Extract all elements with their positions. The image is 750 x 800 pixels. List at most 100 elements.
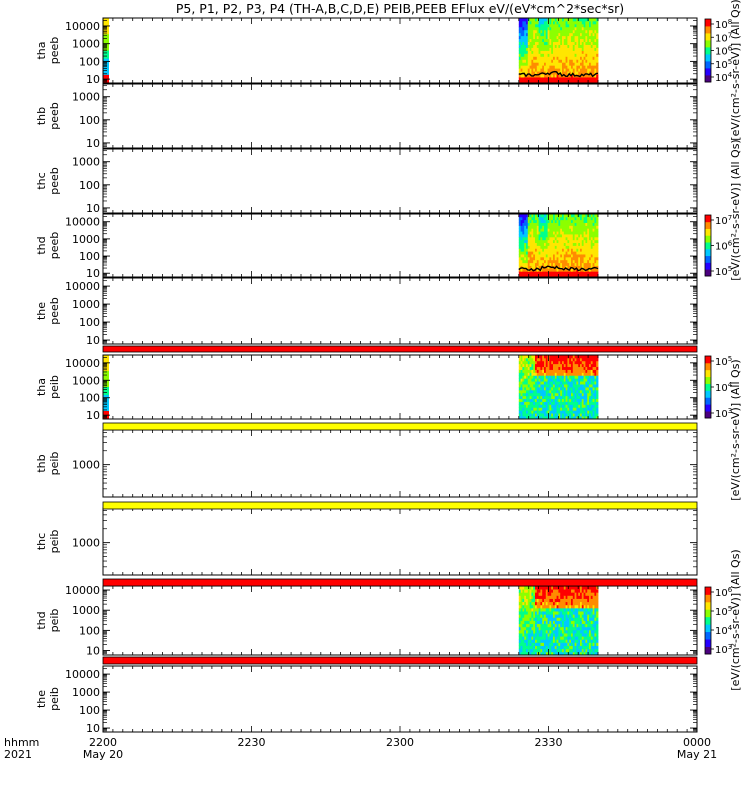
spectrogram-cell (567, 626, 570, 631)
spectrogram-cell (560, 607, 563, 612)
spectrogram-cell (553, 274, 556, 278)
spectrogram-cell (596, 239, 599, 244)
spectrogram-cell (571, 251, 574, 255)
spectrogram-cell (554, 262, 557, 266)
spectrogram-cell (572, 366, 575, 370)
spectrogram-cell (527, 366, 530, 370)
spectrogram-cell (572, 259, 575, 264)
spectrogram-cell (535, 617, 538, 621)
spectrogram-cell (545, 589, 548, 593)
spectrogram-cell (538, 265, 541, 269)
spectrogram-cell (536, 32, 539, 37)
spectrogram-cell (581, 248, 584, 252)
spectrogram-cell (567, 407, 570, 411)
spectrogram-cell (526, 636, 529, 640)
spectrogram-cell (520, 357, 523, 362)
spectrogram-cell (596, 245, 599, 249)
spectrogram-cell (540, 74, 543, 78)
y-tick-label: 1000 (72, 459, 100, 472)
spectrogram-cell (558, 363, 561, 368)
spectrogram-cell (522, 620, 525, 625)
spectrogram-cell (565, 623, 568, 628)
spectrogram-cell (540, 214, 543, 218)
spectrogram-cell (544, 68, 547, 72)
spectrogram-cell (571, 355, 574, 359)
spectrogram-cell (553, 398, 556, 402)
spectrogram-cell (527, 242, 530, 246)
spectrogram-cell (571, 378, 574, 382)
spectrogram-cell (540, 629, 543, 634)
spectrogram-cell (524, 231, 527, 235)
spectrogram-cell (542, 375, 545, 379)
spectrogram-cell (536, 372, 539, 376)
spectrogram-cell (594, 20, 597, 25)
spectrogram-cell (565, 268, 568, 272)
spectrogram-cell (583, 29, 586, 34)
spectrogram-cell (560, 214, 563, 218)
spectrogram-cell (576, 29, 579, 34)
spectrogram-cell (529, 407, 532, 411)
spectrogram-cell (518, 372, 521, 376)
spectrogram-cell (587, 413, 590, 417)
spectrogram-cell (565, 369, 568, 373)
spectrogram-cell (547, 607, 550, 612)
spectrogram-cell (531, 357, 534, 362)
spectrogram-cell (549, 80, 552, 84)
spectrogram-cell (560, 384, 563, 388)
spectrogram-cell (551, 47, 554, 51)
spectrogram-cell (542, 271, 545, 275)
spectrogram-cell (535, 404, 538, 408)
spectrogram-cell (553, 611, 556, 615)
spectrogram-cell (518, 35, 521, 40)
spectrogram-cell (535, 245, 538, 249)
spectrogram-cell (592, 404, 595, 408)
spectrogram-cell (520, 262, 523, 266)
spectrogram-cell (596, 389, 599, 394)
spectrogram-cell (551, 29, 554, 34)
spectrogram-cell (526, 617, 529, 621)
spectrogram-cell (536, 77, 539, 81)
spectrogram-cell (547, 222, 550, 226)
spectrogram-cell (540, 633, 543, 637)
spectrogram-cell (558, 636, 561, 640)
spectrogram-cell (562, 369, 565, 373)
spectrogram-cell (542, 239, 545, 244)
spectrogram-cell (536, 44, 539, 48)
spectrogram-cell (533, 595, 536, 599)
spectrogram-cell (518, 265, 521, 269)
spectrogram-cell (581, 219, 584, 223)
spectrogram-cell (580, 387, 583, 391)
spectrogram-cell (583, 398, 586, 402)
spectrogram-cell (540, 642, 543, 646)
spectrogram-cell (540, 645, 543, 650)
spectrogram-cell (574, 23, 577, 28)
spectrogram-cell (578, 387, 581, 391)
spectrogram-cell (560, 47, 563, 51)
spectrogram-cell (545, 254, 548, 258)
spectrogram-cell (565, 68, 568, 72)
spectrogram-cell (560, 242, 563, 246)
spectrogram-cell (538, 32, 541, 37)
spectrogram-cell (524, 355, 527, 359)
spectrogram-cell (544, 234, 547, 238)
spectrogram-cell (587, 363, 590, 368)
product-label: peeb (48, 297, 61, 325)
spectrogram-cell (535, 274, 538, 278)
spectrogram-cell (592, 262, 595, 266)
spectrogram-cell (578, 256, 581, 261)
spectrogram-cell (529, 366, 532, 370)
spectrogram-cell (520, 378, 523, 382)
spectrogram-cell (520, 245, 523, 249)
spectrogram-cell (565, 77, 568, 81)
spectrogram-cell (545, 65, 548, 69)
spectrogram-cell (580, 357, 583, 362)
spectrogram-cell (562, 71, 565, 75)
spectrogram-cell (554, 611, 557, 615)
spectrogram-cell (544, 395, 547, 400)
spectrogram-cell (531, 242, 534, 246)
spectrogram-cell (533, 47, 536, 51)
spectrogram-cell (569, 56, 572, 60)
spectrogram-cell (563, 617, 566, 621)
spectrogram-cell (551, 589, 554, 593)
